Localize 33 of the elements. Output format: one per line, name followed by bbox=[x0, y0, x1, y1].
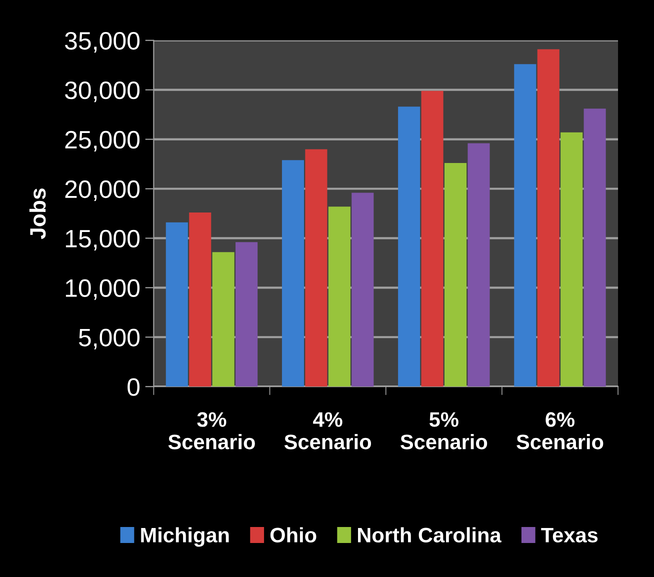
bar bbox=[352, 192, 374, 387]
x-tick-label: 5% Scenario bbox=[400, 412, 488, 450]
bar bbox=[421, 90, 444, 387]
y-tick-label: 35,000 bbox=[64, 32, 140, 53]
bar bbox=[560, 132, 583, 387]
y-tick-label: 30,000 bbox=[64, 81, 140, 102]
x-tick-label: 6% Scenario bbox=[516, 412, 604, 450]
y-tick-label: 25,000 bbox=[65, 130, 140, 152]
bar bbox=[444, 163, 467, 387]
bar bbox=[468, 143, 490, 387]
y-tick-label: 5,000 bbox=[78, 328, 140, 350]
bar bbox=[166, 222, 188, 387]
legend-label: Texas bbox=[541, 528, 598, 542]
bar bbox=[236, 242, 258, 387]
y-tick-label: 10,000 bbox=[66, 279, 140, 300]
legend-label: North Carolina bbox=[358, 527, 502, 542]
legend-label: Michigan bbox=[141, 527, 229, 547]
bar bbox=[514, 64, 536, 387]
bar bbox=[584, 108, 606, 387]
bar bbox=[328, 206, 350, 387]
legend-label: Ohio bbox=[270, 527, 316, 542]
bar bbox=[189, 212, 212, 387]
x-tick-label: 3% Scenario bbox=[168, 412, 255, 450]
x-tick-label: 4% Scenario bbox=[284, 412, 372, 450]
y-tick-label: 0 bbox=[128, 378, 140, 396]
y-tick-label: 20,000 bbox=[65, 180, 140, 202]
bar bbox=[537, 49, 560, 387]
y-tick-label: 15,000 bbox=[66, 230, 140, 250]
bar bbox=[398, 106, 420, 387]
bar bbox=[212, 252, 234, 387]
y-axis-title: Jobs bbox=[29, 188, 46, 240]
bar bbox=[305, 149, 328, 387]
bar bbox=[282, 160, 304, 387]
